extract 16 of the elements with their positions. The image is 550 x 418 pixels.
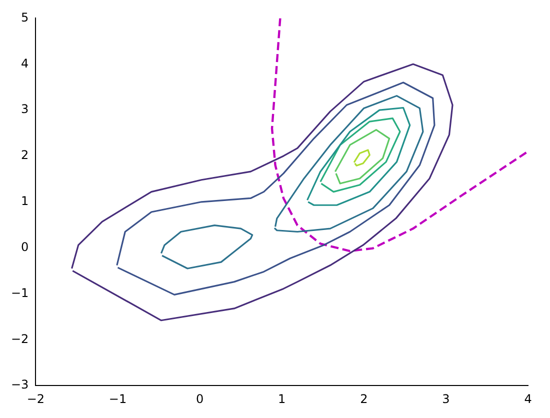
- x-tick-label: 3: [442, 392, 450, 406]
- y-tick-label: 2: [21, 148, 29, 162]
- y-tick-label: −3: [10, 378, 29, 392]
- x-tick-label: −1: [108, 392, 127, 406]
- y-tick-label: 3: [21, 102, 29, 116]
- x-tick-label: 2: [360, 392, 368, 406]
- line-series: [270, 18, 528, 252]
- y-tick-label: −1: [10, 286, 29, 300]
- y-tick-label: 4: [21, 56, 29, 70]
- x-tick-label: 4: [524, 392, 532, 406]
- y-tick-label: −2: [10, 332, 29, 346]
- y-tick-label: 0: [21, 240, 29, 254]
- x-tick-label: 1: [278, 392, 286, 406]
- y-tick-label: 5: [21, 10, 29, 24]
- y-tick-label: 1: [21, 194, 29, 208]
- x-tick-label: 0: [196, 392, 204, 406]
